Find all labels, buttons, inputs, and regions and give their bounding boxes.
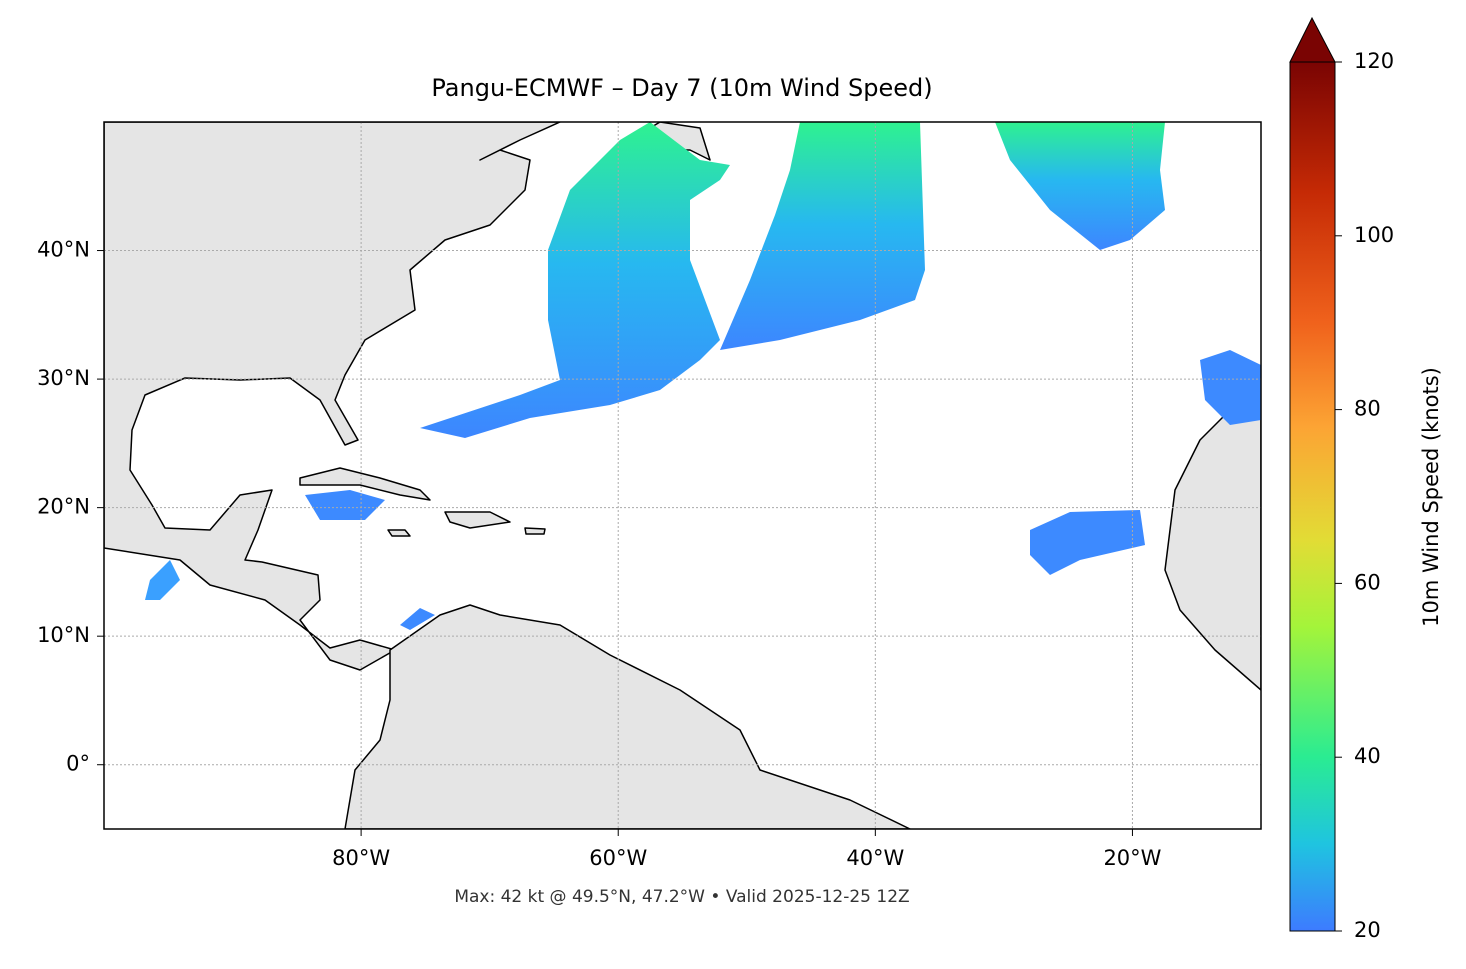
north-america — [104, 122, 561, 671]
wind-area — [1030, 510, 1145, 575]
colorbar — [1289, 61, 1336, 932]
y-tick-label: 20°N — [37, 495, 90, 519]
wind-area — [305, 490, 385, 520]
africa — [1164, 384, 1261, 691]
wind-area — [720, 122, 925, 350]
colorbar-tick-label: 120 — [1354, 49, 1394, 73]
south-america — [344, 604, 911, 829]
wind-area — [1200, 350, 1261, 425]
x-tick-label: 40°W — [846, 846, 904, 870]
colorbar-tick-label: 80 — [1354, 397, 1381, 421]
puerto-rico — [524, 527, 546, 535]
colorbar-tick-label: 40 — [1354, 744, 1381, 768]
map-title: Pangu-ECMWF – Day 7 (10m Wind Speed) — [431, 74, 932, 102]
colorbar-extend — [1289, 16, 1336, 63]
wind-field — [145, 122, 1261, 630]
map-area — [104, 122, 1261, 829]
wind-area — [145, 560, 180, 600]
jamaica — [387, 529, 411, 537]
colorbar-tick-label: 60 — [1354, 570, 1381, 594]
x-tick-label: 20°W — [1103, 846, 1161, 870]
y-tick-label: 30°N — [37, 366, 90, 390]
wind-area — [420, 122, 730, 438]
y-tick-label: 40°N — [37, 238, 90, 262]
colorbar-tick-label: 100 — [1354, 223, 1394, 247]
y-tick-label: 10°N — [37, 623, 90, 647]
colorbar-tick-label: 20 — [1354, 918, 1381, 942]
wind-area — [995, 122, 1165, 250]
map-frame — [103, 121, 1262, 830]
hispaniola — [444, 511, 511, 529]
wind-area — [400, 608, 435, 630]
cuba — [299, 467, 431, 501]
land — [104, 122, 1261, 829]
x-tick-label: 60°W — [589, 846, 647, 870]
footer-note: Max: 42 kt @ 49.5°N, 47.2°W • Valid 2025… — [454, 887, 909, 907]
y-tick-label: 0° — [66, 752, 90, 776]
x-tick-label: 80°W — [332, 846, 390, 870]
colorbar-label: 10m Wind Speed (knots) — [1419, 367, 1443, 627]
